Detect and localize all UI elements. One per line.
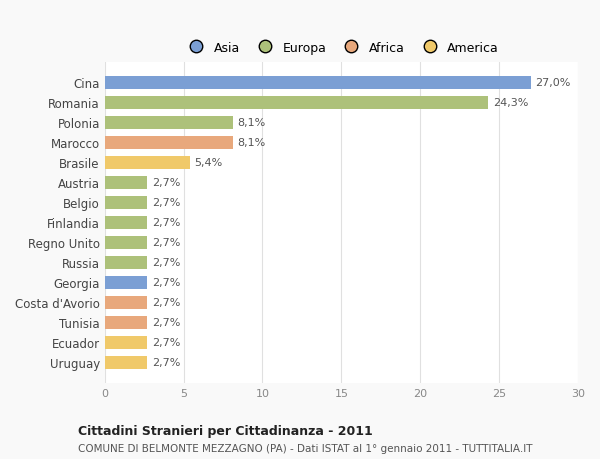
- Bar: [105, 257, 148, 269]
- Text: 2,7%: 2,7%: [152, 238, 181, 248]
- Text: 2,7%: 2,7%: [152, 178, 181, 188]
- Text: 2,7%: 2,7%: [152, 218, 181, 228]
- Text: 5,4%: 5,4%: [194, 158, 223, 168]
- Bar: [105, 157, 190, 169]
- Text: 2,7%: 2,7%: [152, 358, 181, 368]
- Bar: [105, 316, 148, 329]
- Text: 2,7%: 2,7%: [152, 278, 181, 288]
- Text: 2,7%: 2,7%: [152, 198, 181, 208]
- Text: 27,0%: 27,0%: [535, 78, 571, 88]
- Text: COMUNE DI BELMONTE MEZZAGNO (PA) - Dati ISTAT al 1° gennaio 2011 - TUTTITALIA.IT: COMUNE DI BELMONTE MEZZAGNO (PA) - Dati …: [78, 443, 533, 453]
- Bar: [105, 356, 148, 369]
- Text: 8,1%: 8,1%: [237, 118, 265, 128]
- Bar: [105, 177, 148, 189]
- Bar: [105, 137, 233, 149]
- Bar: [105, 117, 233, 129]
- Text: 8,1%: 8,1%: [237, 138, 265, 148]
- Bar: [105, 276, 148, 289]
- Bar: [105, 77, 530, 90]
- Bar: [105, 97, 488, 109]
- Text: 2,7%: 2,7%: [152, 318, 181, 328]
- Text: 2,7%: 2,7%: [152, 337, 181, 347]
- Bar: [105, 217, 148, 229]
- Text: Cittadini Stranieri per Cittadinanza - 2011: Cittadini Stranieri per Cittadinanza - 2…: [78, 424, 373, 437]
- Bar: [105, 336, 148, 349]
- Text: 2,7%: 2,7%: [152, 258, 181, 268]
- Text: 24,3%: 24,3%: [493, 98, 528, 108]
- Bar: [105, 197, 148, 209]
- Legend: Asia, Europa, Africa, America: Asia, Europa, Africa, America: [179, 37, 504, 60]
- Text: 2,7%: 2,7%: [152, 298, 181, 308]
- Bar: [105, 297, 148, 309]
- Bar: [105, 237, 148, 249]
